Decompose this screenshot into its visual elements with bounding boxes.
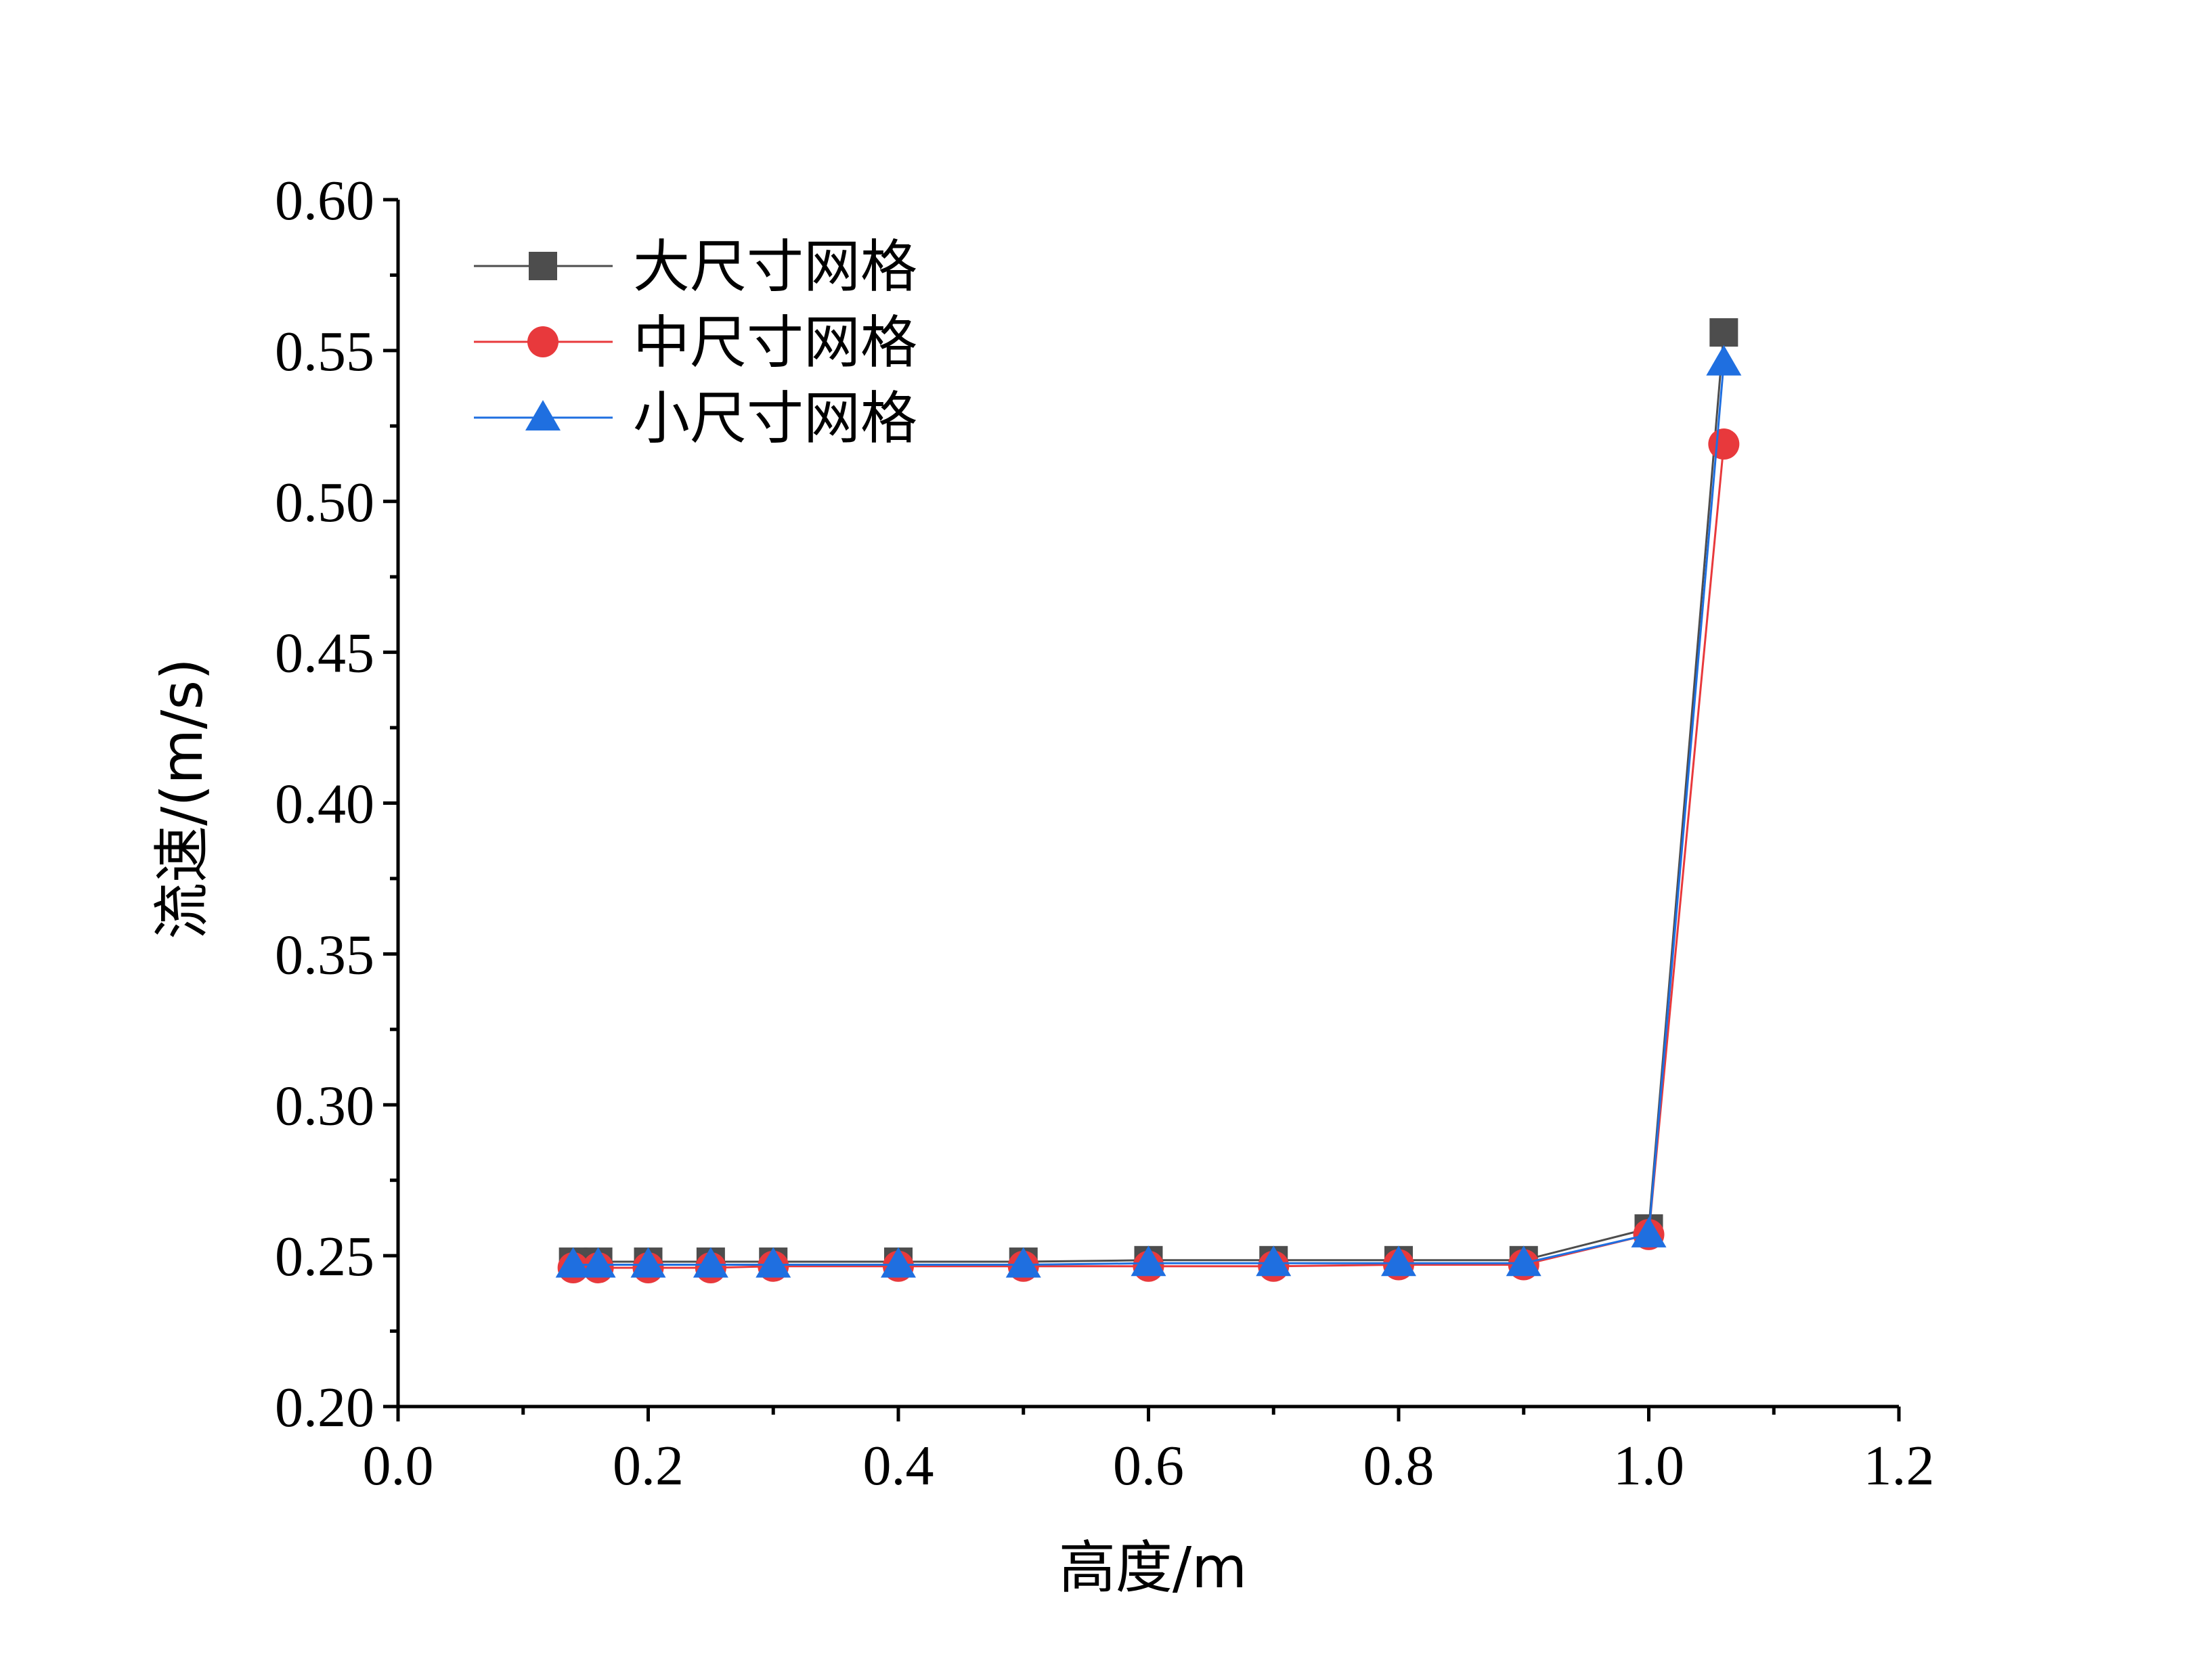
data-point bbox=[1706, 345, 1742, 376]
series-3 bbox=[555, 345, 1742, 1278]
data-point bbox=[1506, 1245, 1541, 1277]
legend-marker bbox=[527, 326, 559, 357]
y-tick-label: 0.50 bbox=[275, 471, 374, 534]
y-tick-label: 0.40 bbox=[275, 773, 374, 836]
x-tick-label: 0.0 bbox=[363, 1434, 434, 1497]
y-axis-label: 流速/(m/s) bbox=[149, 658, 215, 940]
data-point bbox=[755, 1247, 791, 1278]
y-tick-label: 0.25 bbox=[275, 1225, 374, 1288]
legend-marker bbox=[529, 252, 557, 280]
x-tick-label: 0.6 bbox=[1113, 1434, 1184, 1497]
data-point bbox=[1631, 1216, 1667, 1247]
data-point bbox=[630, 1247, 666, 1278]
legend-item: 大尺寸网格 bbox=[474, 234, 917, 300]
legend-label: 中尺寸网格 bbox=[633, 309, 917, 376]
y-tick-label: 0.60 bbox=[275, 169, 374, 232]
y-tick-label: 0.30 bbox=[275, 1074, 374, 1137]
data-point bbox=[1708, 428, 1740, 460]
y-tick-label: 0.55 bbox=[275, 320, 374, 383]
legend-label: 大尺寸网格 bbox=[633, 234, 917, 300]
axes: 0.0 0.2 0.4 0.6 0.8 1.0 1.2 0.20 0.25 0.30 0.35 0.4… bbox=[275, 169, 1935, 1497]
x-tick-label: 1.2 bbox=[1864, 1434, 1935, 1497]
data-point bbox=[580, 1247, 616, 1278]
series-layer bbox=[555, 318, 1742, 1283]
series-line bbox=[573, 443, 1725, 1269]
x-tick-label: 0.4 bbox=[863, 1434, 934, 1497]
x-tick-label: 0.8 bbox=[1363, 1434, 1435, 1497]
series-2 bbox=[557, 428, 1740, 1283]
x-tick-label: 1.0 bbox=[1613, 1434, 1684, 1497]
data-point bbox=[693, 1247, 728, 1278]
y-tick-label: 0.20 bbox=[275, 1376, 374, 1439]
series-line bbox=[573, 332, 1725, 1263]
x-tick-label: 0.2 bbox=[613, 1434, 684, 1497]
legend-item: 中尺寸网格 bbox=[474, 309, 917, 376]
data-point bbox=[1005, 1247, 1041, 1278]
data-point bbox=[1256, 1245, 1292, 1277]
data-point bbox=[1709, 318, 1738, 347]
series-line bbox=[573, 362, 1725, 1266]
data-point bbox=[1131, 1245, 1166, 1277]
series-1 bbox=[559, 318, 1738, 1277]
legend-label: 小尺寸网格 bbox=[633, 385, 917, 451]
x-axis-label: 高度/m bbox=[1059, 1534, 1247, 1601]
legend-marker bbox=[525, 400, 561, 430]
data-point bbox=[881, 1247, 916, 1278]
legend-item: 小尺寸网格 bbox=[474, 385, 917, 451]
y-tick-label: 0.35 bbox=[275, 923, 374, 986]
data-point bbox=[555, 1247, 591, 1278]
data-point bbox=[1381, 1245, 1416, 1277]
y-tick-label: 0.45 bbox=[275, 622, 374, 685]
